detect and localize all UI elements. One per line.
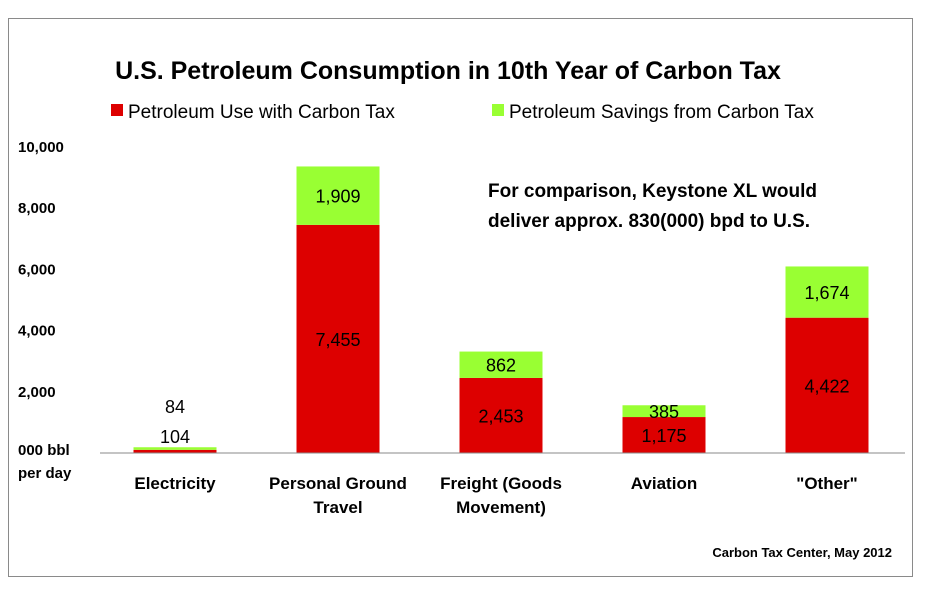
legend-label-savings: Petroleum Savings from Carbon Tax	[509, 102, 814, 123]
chart-frame	[8, 18, 913, 577]
y-tick-label: 2,000	[18, 384, 56, 401]
bar-use	[459, 377, 543, 453]
y-unit-label-line2: per day	[18, 465, 72, 482]
source-note: Carbon Tax Center, May 2012	[712, 545, 892, 560]
bar-savings	[133, 447, 217, 450]
category-label: "Other"	[796, 474, 857, 493]
bar-use	[622, 417, 706, 453]
data-label-savings: 1,674	[804, 283, 849, 303]
category-label: Freight (Goods	[440, 474, 562, 493]
bar-use	[133, 449, 217, 453]
y-unit-label-line1: 000 bbl	[18, 442, 70, 459]
data-label-savings: 385	[649, 402, 679, 422]
bar-use	[785, 317, 869, 453]
data-label-use: 4,422	[804, 376, 849, 396]
y-tick-label: 8,000	[18, 200, 56, 217]
legend-swatch-use	[111, 104, 123, 116]
category-label: Personal Ground	[269, 474, 407, 493]
category-label: Aviation	[631, 474, 697, 493]
category-labels: Electricity Personal Ground Travel Freight …	[134, 474, 857, 517]
y-tick-label: 4,000	[18, 323, 56, 340]
legend-swatch-savings	[492, 104, 504, 116]
data-label-use: 7,455	[315, 330, 360, 350]
y-tick-label: 10,000	[18, 139, 64, 156]
data-label-savings: 84	[165, 397, 185, 417]
chart-title: U.S. Petroleum Consumption in 10th Year …	[115, 57, 781, 85]
legend: Petroleum Use with Carbon Tax Petroleum …	[111, 102, 814, 123]
data-label-use: 1,175	[641, 426, 686, 446]
data-label-use: 104	[160, 427, 190, 447]
bar-use	[296, 224, 380, 453]
category-label: Movement)	[456, 498, 546, 517]
y-tick-label: 6,000	[18, 261, 56, 278]
bar-savings	[622, 405, 706, 418]
category-label: Electricity	[134, 474, 216, 493]
bars: 104 84 7,455 1,909 2,453 862 1,175 385 4,422 1,67…	[133, 166, 869, 453]
legend-label-use: Petroleum Use with Carbon Tax	[128, 102, 395, 123]
annotation-line-1: For comparison, Keystone XL would	[488, 181, 817, 202]
bar-savings	[459, 351, 543, 378]
category-label: Travel	[313, 498, 362, 517]
data-label-use: 2,453	[478, 406, 523, 426]
bar-savings	[785, 266, 869, 318]
y-axis: 2,000 4,000 6,000 8,000 10,000	[18, 139, 64, 401]
data-label-savings: 862	[486, 356, 516, 376]
bar-savings	[296, 166, 380, 225]
data-label-savings: 1,909	[315, 187, 360, 207]
annotation-line-2: deliver approx. 830(000) bpd to U.S.	[488, 211, 810, 232]
